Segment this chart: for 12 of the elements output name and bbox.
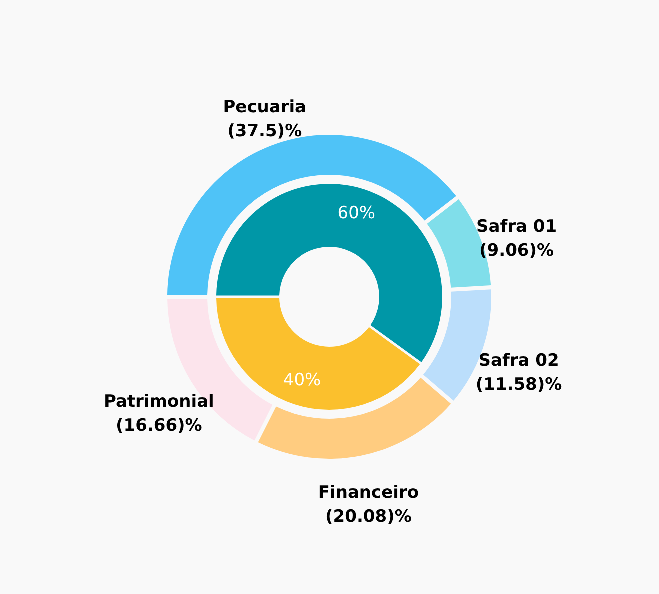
slice-label: Safra 02: [478, 350, 560, 371]
data-label: (9.06)%: [480, 240, 554, 261]
slice-label: Pecuaria: [223, 98, 307, 118]
data-label: (37.5)%: [228, 122, 302, 142]
data-label: (11.58)%: [476, 374, 562, 395]
data-label: 40%: [283, 370, 322, 391]
data-label: (16.66)%: [116, 416, 202, 436]
slice-label: Patrimonial: [104, 392, 214, 412]
data-label: (20.08)%: [326, 507, 412, 528]
data-label: 60%: [338, 203, 376, 224]
slice-label: Financeiro: [318, 483, 420, 504]
slice-label: Safra 01: [476, 216, 558, 237]
